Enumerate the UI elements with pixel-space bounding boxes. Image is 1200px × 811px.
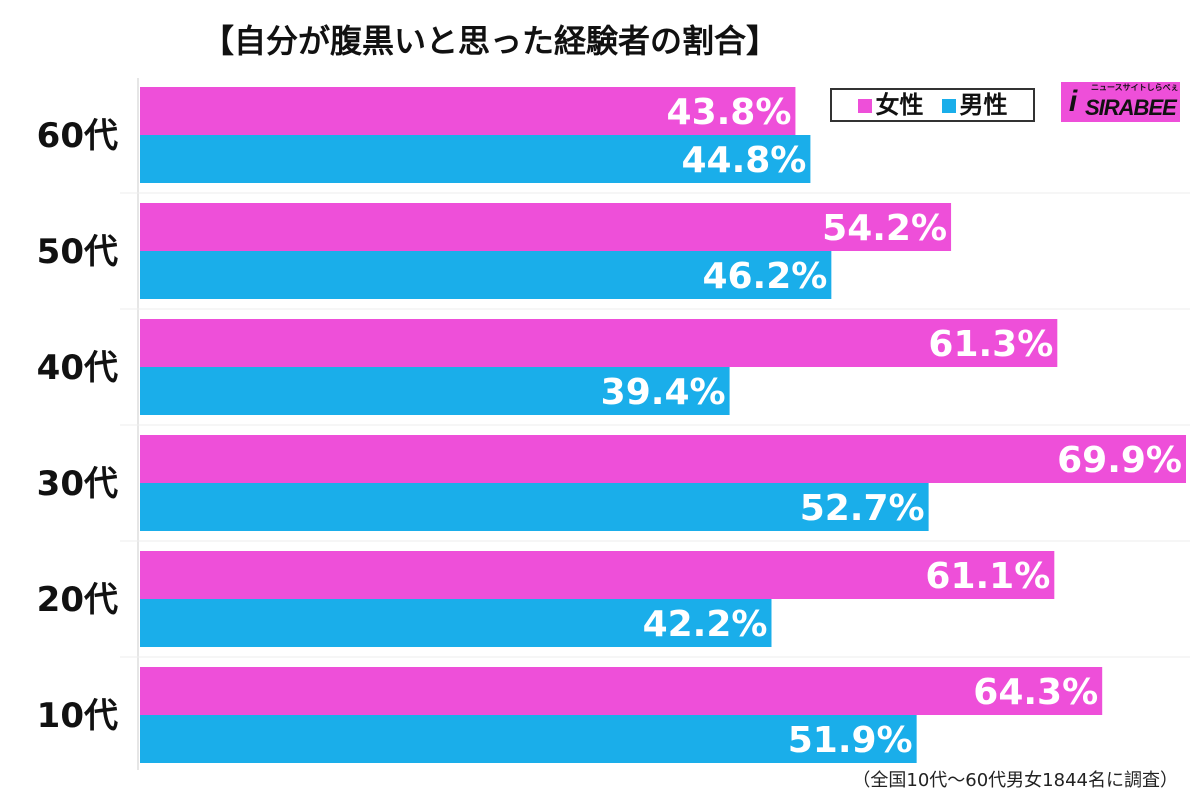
logo-tagline: ニュースサイトしらべぇ xyxy=(1091,83,1179,92)
legend: 女性 男性 xyxy=(830,88,1035,122)
bar-male xyxy=(140,715,917,763)
bar-female xyxy=(140,667,1103,715)
bar-male xyxy=(140,135,811,183)
bar-female xyxy=(140,319,1058,367)
category-label: 50代 xyxy=(37,232,118,272)
bar-female xyxy=(140,203,952,251)
data-label: 52.7% xyxy=(800,488,925,529)
bar-male xyxy=(140,483,929,531)
bar-female xyxy=(140,435,1186,483)
category-label: 40代 xyxy=(37,348,118,388)
legend-label-female: 女性 xyxy=(875,91,924,119)
legend-swatch-female xyxy=(857,99,872,113)
category-label: 60代 xyxy=(37,116,118,156)
category-label: 30代 xyxy=(37,464,118,504)
legend-item-female: 女性 xyxy=(857,91,924,119)
logo-mark: i xyxy=(1068,85,1078,118)
data-label: 44.8% xyxy=(681,140,806,181)
data-label: 69.9% xyxy=(1057,440,1182,481)
data-label: 61.3% xyxy=(928,324,1053,365)
logo-text: SIRABEE xyxy=(1085,95,1177,120)
sirabee-logo: i ニュースサイトしらべぇ SIRABEE xyxy=(1061,82,1180,122)
data-label: 54.2% xyxy=(822,208,947,249)
chart-title: 【自分が腹黒いと思った経験者の割合】 xyxy=(201,22,778,60)
survey-note: （全国10代～60代男女1844名に調査） xyxy=(852,770,1178,791)
bar-male xyxy=(140,367,730,415)
data-label: 51.9% xyxy=(788,720,913,761)
legend-item-male: 男性 xyxy=(941,91,1008,119)
category-label: 20代 xyxy=(37,580,118,620)
data-label: 61.1% xyxy=(925,556,1050,597)
bar-male xyxy=(140,251,832,299)
bar-male xyxy=(140,599,772,647)
data-label: 42.2% xyxy=(643,604,768,645)
legend-label-male: 男性 xyxy=(959,91,1008,119)
legend-swatch-male xyxy=(941,99,956,113)
data-label: 46.2% xyxy=(702,256,827,297)
bar-female xyxy=(140,87,796,135)
data-label: 43.8% xyxy=(667,92,792,133)
bar-female xyxy=(140,551,1055,599)
data-label: 64.3% xyxy=(973,672,1098,713)
data-label: 39.4% xyxy=(601,372,726,413)
category-label: 10代 xyxy=(37,696,118,736)
